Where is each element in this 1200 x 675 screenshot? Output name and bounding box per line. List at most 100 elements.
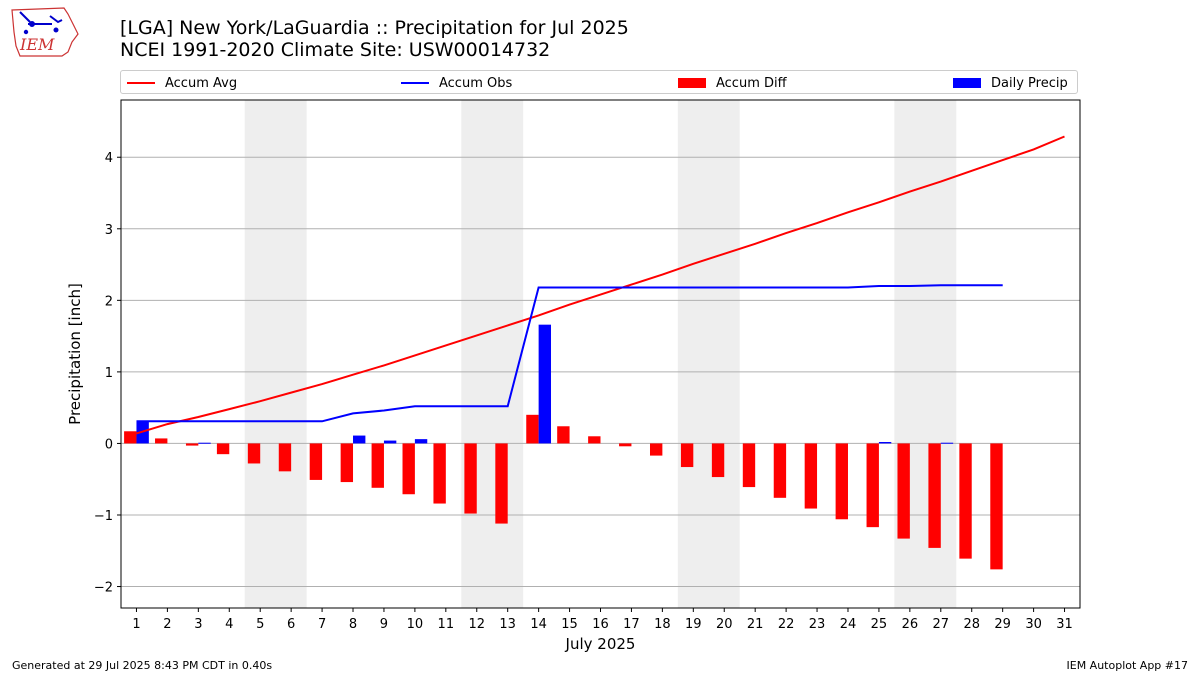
accum-diff-bar — [866, 443, 879, 528]
x-tick-label: 16 — [592, 617, 609, 632]
y-tick-label: 2 — [105, 294, 113, 309]
x-tick-label: 17 — [623, 617, 640, 632]
accum-diff-bar — [649, 443, 663, 456]
daily-precip-bar — [414, 439, 428, 444]
daily-precip-bar — [383, 440, 397, 444]
chart-legend: Accum Avg Accum Obs Accum Diff Daily Pre… — [120, 70, 1078, 94]
y-tick-label: −1 — [94, 509, 113, 524]
footer-app: IEM Autoplot App #17 — [1066, 659, 1189, 672]
x-tick-label: 25 — [871, 617, 888, 632]
accum-diff-bar — [433, 443, 446, 504]
chart-subtitle: NCEI 1991-2020 Climate Site: USW00014732 — [120, 39, 551, 61]
accum-diff-bar — [495, 443, 508, 524]
y-tick-label: 0 — [105, 437, 113, 452]
legend-swatch — [678, 78, 706, 88]
x-tick-label: 14 — [530, 617, 547, 632]
accum-diff-bar — [247, 443, 261, 464]
legend-item-accum-diff: Accum Diff — [678, 74, 787, 92]
daily-precip-bar — [940, 442, 954, 444]
weekend-shade — [461, 100, 524, 608]
x-tick-label: 30 — [1025, 617, 1042, 632]
accum-diff-bar — [835, 443, 848, 520]
iem-logo: IEM — [11, 7, 79, 57]
x-tick-label: 8 — [349, 617, 357, 632]
x-tick-label: 6 — [287, 617, 295, 632]
x-tick-label: 18 — [654, 617, 671, 632]
x-axis-label: July 2025 — [565, 635, 636, 653]
accum-diff-bar — [309, 443, 323, 480]
accum-obs-line — [136, 284, 1003, 423]
accum-diff-bar — [588, 436, 601, 444]
legend-label: Accum Obs — [439, 75, 513, 91]
daily-precip-bar — [353, 435, 366, 444]
x-tick-label: 22 — [778, 617, 795, 632]
accum-avg-line — [136, 135, 1065, 435]
legend-label: Accum Diff — [716, 75, 787, 91]
logo-text: IEM — [19, 35, 55, 54]
legend-item-accum-avg: Accum Avg — [127, 74, 237, 92]
accum-diff-bar — [402, 443, 415, 495]
x-tick-label: 20 — [716, 617, 733, 632]
chart-title: [LGA] New York/LaGuardia :: Precipitatio… — [120, 17, 629, 39]
accum-diff-bar — [526, 414, 539, 444]
legend-item-daily-precip: Daily Precip — [953, 74, 1068, 92]
accum-diff-bar — [773, 443, 787, 498]
weather-station-icon — [19, 11, 63, 35]
x-tick-label: 4 — [225, 617, 233, 632]
x-tick-label: 23 — [809, 617, 826, 632]
y-tick-label: 1 — [105, 366, 113, 381]
x-tick-label: 27 — [933, 617, 950, 632]
accum-diff-bar — [711, 443, 725, 478]
x-tick-label: 15 — [561, 617, 578, 632]
accum-diff-bar — [990, 443, 1003, 570]
x-tick-label: 21 — [747, 617, 764, 632]
x-tick-label: 5 — [256, 617, 264, 632]
daily-precip-bar — [538, 324, 552, 444]
footer-generated: Generated at 29 Jul 2025 8:43 PM CDT in … — [12, 659, 273, 672]
accum-diff-bar — [371, 443, 384, 488]
accum-diff-bar — [278, 443, 292, 472]
x-tick-label: 11 — [438, 617, 455, 632]
legend-swatch — [401, 82, 429, 84]
legend-item-accum-obs: Accum Obs — [401, 74, 512, 92]
x-tick-label: 1 — [132, 617, 140, 632]
legend-label: Accum Avg — [165, 75, 238, 91]
x-tick-label: 12 — [468, 617, 485, 632]
accum-diff-bar — [619, 443, 632, 447]
legend-swatch — [127, 82, 155, 84]
accum-diff-bar — [959, 443, 972, 559]
accum-diff-bar — [155, 438, 168, 444]
x-tick-label: 3 — [194, 617, 202, 632]
accum-diff-bar — [680, 443, 694, 468]
legend-swatch — [953, 78, 981, 88]
y-tick-label: 4 — [105, 151, 113, 166]
accum-diff-bar — [340, 443, 354, 483]
x-tick-label: 10 — [407, 617, 424, 632]
weekend-shade — [677, 100, 740, 608]
x-tick-label: 19 — [685, 617, 702, 632]
daily-precip-bar — [878, 442, 892, 444]
accum-diff-bar — [464, 443, 477, 514]
x-tick-label: 31 — [1056, 617, 1073, 632]
accum-diff-bar — [216, 443, 230, 455]
accum-diff-bar — [804, 443, 818, 509]
legend-label: Daily Precip — [991, 75, 1068, 91]
y-axis-label: Precipitation [inch] — [66, 283, 84, 425]
accum-diff-bar — [124, 431, 137, 444]
daily-precip-bar — [198, 442, 211, 444]
accum-diff-bar — [928, 443, 941, 548]
x-tick-label: 28 — [963, 617, 980, 632]
accum-diff-bar — [897, 443, 910, 539]
accum-diff-bar — [742, 443, 756, 488]
x-tick-label: 13 — [499, 617, 516, 632]
weekend-shade — [244, 100, 307, 608]
x-tick-label: 26 — [902, 617, 919, 632]
x-tick-label: 7 — [318, 617, 326, 632]
accum-diff-bar — [557, 426, 570, 444]
x-tick-label: 9 — [380, 617, 388, 632]
y-tick-label: 3 — [105, 223, 113, 238]
accum-diff-bar — [185, 443, 199, 446]
x-tick-label: 29 — [994, 617, 1011, 632]
y-tick-label: −2 — [94, 581, 113, 596]
x-tick-label: 24 — [840, 617, 857, 632]
